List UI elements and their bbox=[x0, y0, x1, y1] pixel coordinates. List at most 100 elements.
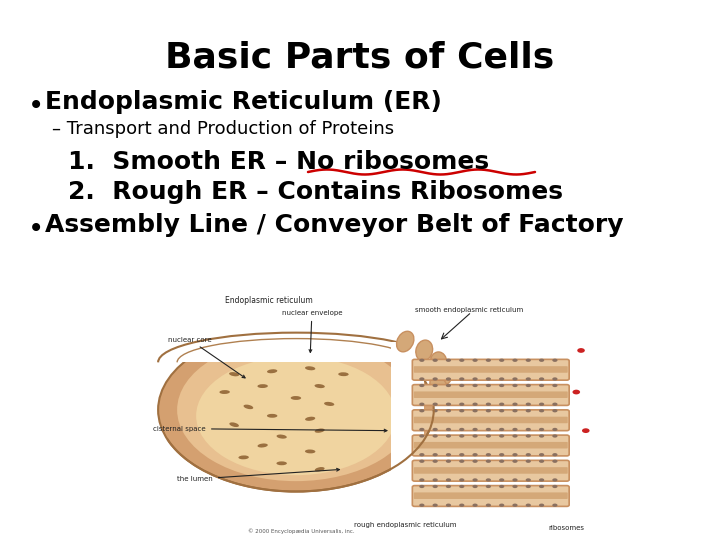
Circle shape bbox=[472, 377, 477, 381]
Circle shape bbox=[419, 453, 425, 456]
Circle shape bbox=[539, 478, 544, 482]
Circle shape bbox=[472, 478, 477, 482]
Circle shape bbox=[577, 348, 585, 353]
Ellipse shape bbox=[276, 461, 287, 465]
Ellipse shape bbox=[276, 435, 287, 438]
Circle shape bbox=[486, 428, 491, 431]
Circle shape bbox=[513, 478, 518, 482]
Circle shape bbox=[552, 377, 557, 381]
Circle shape bbox=[526, 478, 531, 482]
Circle shape bbox=[486, 359, 491, 362]
Circle shape bbox=[446, 504, 451, 507]
Circle shape bbox=[472, 409, 477, 413]
Circle shape bbox=[419, 478, 425, 482]
FancyBboxPatch shape bbox=[414, 442, 568, 448]
Circle shape bbox=[433, 377, 438, 381]
Circle shape bbox=[419, 409, 425, 413]
Ellipse shape bbox=[416, 340, 433, 361]
Ellipse shape bbox=[315, 467, 325, 471]
Circle shape bbox=[433, 504, 438, 507]
Circle shape bbox=[419, 485, 425, 488]
Text: rough endoplasmic reticulum: rough endoplasmic reticulum bbox=[354, 522, 456, 528]
Circle shape bbox=[419, 377, 425, 381]
Circle shape bbox=[499, 403, 504, 406]
Ellipse shape bbox=[430, 376, 447, 396]
Ellipse shape bbox=[305, 366, 315, 370]
Ellipse shape bbox=[196, 356, 396, 475]
Circle shape bbox=[572, 390, 580, 394]
Circle shape bbox=[582, 428, 590, 433]
Circle shape bbox=[486, 384, 491, 387]
Circle shape bbox=[459, 384, 464, 387]
Circle shape bbox=[472, 453, 477, 456]
Circle shape bbox=[499, 460, 504, 463]
Circle shape bbox=[552, 478, 557, 482]
FancyBboxPatch shape bbox=[414, 392, 568, 398]
Circle shape bbox=[539, 485, 544, 488]
Circle shape bbox=[526, 485, 531, 488]
Bar bbox=[391, 342, 424, 535]
Circle shape bbox=[486, 409, 491, 413]
Circle shape bbox=[526, 428, 531, 431]
Circle shape bbox=[513, 434, 518, 437]
Circle shape bbox=[419, 384, 425, 387]
Text: nuclear envelope: nuclear envelope bbox=[282, 310, 342, 353]
Circle shape bbox=[539, 504, 544, 507]
Circle shape bbox=[446, 434, 451, 437]
FancyBboxPatch shape bbox=[413, 384, 570, 406]
Ellipse shape bbox=[305, 449, 315, 454]
Circle shape bbox=[499, 453, 504, 456]
Circle shape bbox=[486, 478, 491, 482]
Circle shape bbox=[486, 460, 491, 463]
Circle shape bbox=[433, 453, 438, 456]
Circle shape bbox=[513, 428, 518, 431]
FancyBboxPatch shape bbox=[414, 366, 568, 373]
Circle shape bbox=[526, 384, 531, 387]
Circle shape bbox=[539, 428, 544, 431]
Circle shape bbox=[433, 409, 438, 413]
Ellipse shape bbox=[338, 372, 348, 376]
Ellipse shape bbox=[229, 372, 239, 376]
Circle shape bbox=[499, 485, 504, 488]
Circle shape bbox=[526, 409, 531, 413]
Circle shape bbox=[433, 434, 438, 437]
Ellipse shape bbox=[397, 331, 414, 352]
Circle shape bbox=[526, 377, 531, 381]
Circle shape bbox=[526, 504, 531, 507]
Circle shape bbox=[513, 504, 518, 507]
Circle shape bbox=[472, 384, 477, 387]
Circle shape bbox=[112, 443, 119, 448]
Circle shape bbox=[552, 403, 557, 406]
Circle shape bbox=[513, 409, 518, 413]
Circle shape bbox=[459, 460, 464, 463]
Ellipse shape bbox=[239, 455, 248, 460]
Circle shape bbox=[552, 460, 557, 463]
Circle shape bbox=[539, 453, 544, 456]
Circle shape bbox=[446, 403, 451, 406]
Circle shape bbox=[112, 384, 119, 388]
Circle shape bbox=[513, 359, 518, 362]
Circle shape bbox=[472, 485, 477, 488]
Ellipse shape bbox=[291, 396, 301, 400]
Circle shape bbox=[446, 409, 451, 413]
Circle shape bbox=[552, 359, 557, 362]
Text: nuclear core: nuclear core bbox=[168, 336, 245, 378]
Circle shape bbox=[526, 434, 531, 437]
Text: © 2000 Encyclopædia Universalis, inc.: © 2000 Encyclopædia Universalis, inc. bbox=[248, 529, 355, 534]
Circle shape bbox=[513, 460, 518, 463]
Circle shape bbox=[526, 403, 531, 406]
Circle shape bbox=[419, 504, 425, 507]
Text: 2.  Rough ER – Contains Ribosomes: 2. Rough ER – Contains Ribosomes bbox=[68, 180, 563, 204]
Circle shape bbox=[552, 453, 557, 456]
Circle shape bbox=[552, 504, 557, 507]
Circle shape bbox=[552, 384, 557, 387]
Circle shape bbox=[419, 434, 425, 437]
FancyBboxPatch shape bbox=[414, 417, 568, 423]
Circle shape bbox=[446, 377, 451, 381]
Circle shape bbox=[513, 377, 518, 381]
Ellipse shape bbox=[258, 443, 268, 448]
Circle shape bbox=[486, 485, 491, 488]
Circle shape bbox=[526, 359, 531, 362]
Circle shape bbox=[446, 460, 451, 463]
Circle shape bbox=[552, 434, 557, 437]
